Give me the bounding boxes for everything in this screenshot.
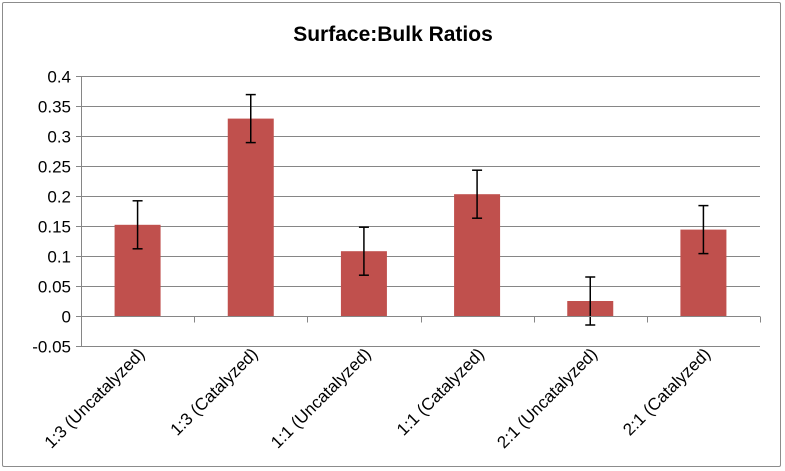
x-category-label: 1:3 (Uncatalyzed)	[41, 344, 149, 452]
y-tick-label: -0.05	[32, 338, 71, 357]
chart-title: Surface:Bulk Ratios	[293, 23, 493, 46]
x-axis-categories: 1:3 (Uncatalyzed) 1:3 (Catalyzed) 1:1 (Unc…	[41, 344, 714, 452]
x-category-label: 1:1 (Catalyzed)	[393, 344, 488, 439]
y-tick-label: 0.1	[47, 248, 71, 267]
y-tick-label: 0.4	[47, 68, 71, 87]
x-category-label: 2:1 (Catalyzed)	[619, 344, 714, 439]
y-tick-label: 0.3	[47, 128, 71, 147]
x-category-label: 1:3 (Catalyzed)	[167, 344, 262, 439]
y-tick-label: 0.25	[38, 158, 71, 177]
y-tick-label: 0.15	[38, 218, 71, 237]
x-category-label: 1:1 (Uncatalyzed)	[267, 344, 375, 452]
bars	[114, 118, 727, 316]
axes	[81, 76, 761, 346]
x-category-label: 2:1 (Uncatalyzed)	[493, 344, 601, 452]
bar	[227, 118, 274, 316]
error-bars	[132, 93, 709, 326]
y-tick-label: 0.05	[38, 278, 71, 297]
y-tick-label: 0.35	[38, 98, 71, 117]
y-tick-label: 0	[62, 308, 71, 327]
y-tick-label: 0.2	[47, 188, 71, 207]
y-axis-ticks: -0.05 0 0.05 0.1 0.15 0.2 0.25 0.3 0.35 0.4	[32, 68, 81, 357]
gridlines	[81, 76, 760, 347]
